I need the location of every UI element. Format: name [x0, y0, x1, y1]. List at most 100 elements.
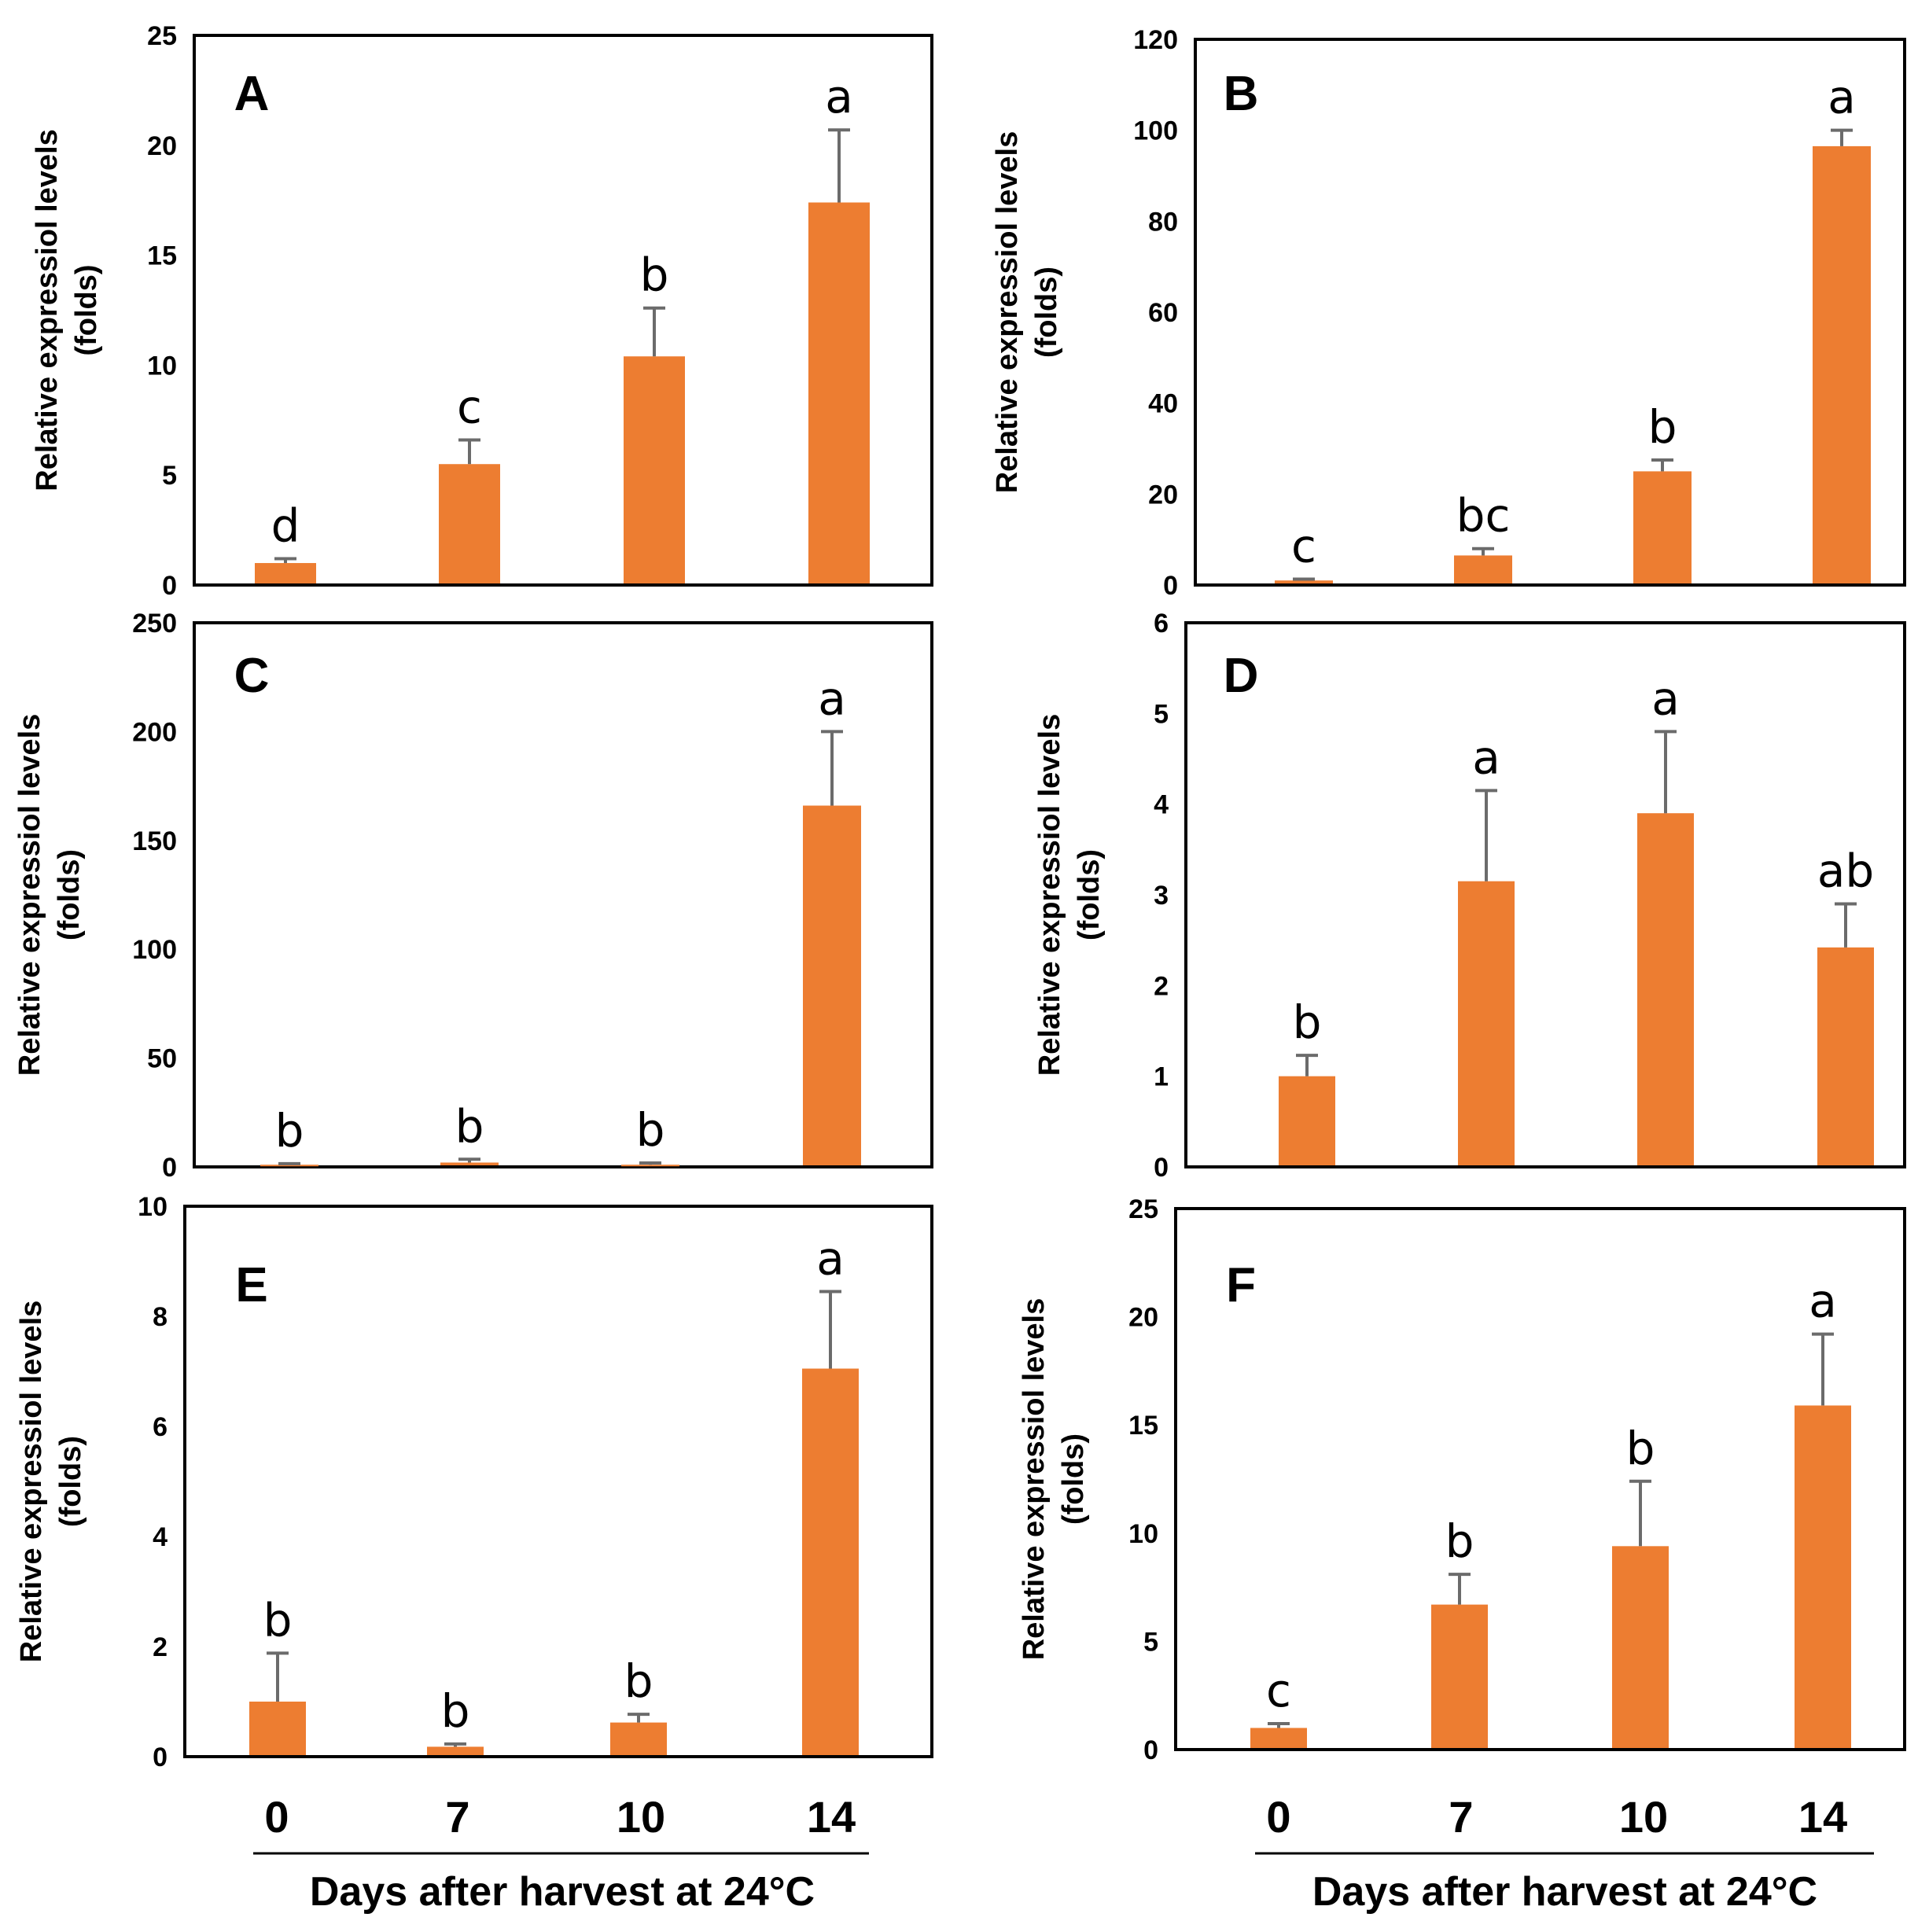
y-axis-label-units: (folds) — [53, 849, 86, 940]
panel-E: 0 2 4 6 8 10 Relative expressiol levels (folds)… — [15, 1192, 933, 1772]
panel-F: 0 5 10 15 20 25 Relative expressiol levels (fol… — [1018, 1194, 1906, 1765]
bar-day-0 — [1275, 580, 1333, 583]
y-tick-label: 0 — [1143, 1735, 1158, 1765]
y-tick-label: 8 — [153, 1302, 167, 1332]
y-tick-label: 0 — [153, 1742, 167, 1772]
bar-day-0 — [255, 563, 316, 583]
significance-letter: c — [1266, 1664, 1291, 1717]
panel-B: 0 20 40 60 80 100 120 Relative expressiol level… — [991, 25, 1906, 601]
y-axis-label: Relative expressiol levels — [1018, 1298, 1051, 1661]
panel-label: B — [1224, 67, 1259, 121]
significance-letter: a — [818, 672, 846, 725]
x-category-right-14: 14 — [1798, 1792, 1847, 1842]
x-category-left-0: 0 — [264, 1792, 289, 1842]
bar-day-7 — [440, 1162, 499, 1165]
bar-day-10 — [1633, 471, 1692, 583]
bar-day-10 — [1612, 1546, 1669, 1748]
panel-label: E — [235, 1258, 267, 1312]
x-axis-title-right: Days after harvest at 24°C — [1312, 1869, 1817, 1915]
y-axis-label: Relative expressiol levels — [13, 714, 46, 1076]
y-axis-label-units: (folds) — [1057, 1433, 1090, 1525]
y-tick-label: 120 — [1133, 25, 1178, 55]
bar-day-10 — [1637, 813, 1694, 1165]
significance-letter: a — [1828, 71, 1856, 124]
y-tick-label: 5 — [1154, 699, 1169, 729]
y-tick-label: 250 — [132, 609, 177, 638]
bar-day-14 — [802, 1368, 859, 1755]
significance-letter: bc — [1456, 489, 1511, 543]
plot-frame — [183, 1205, 933, 1758]
y-tick-label: 100 — [132, 935, 177, 965]
bar-day-0 — [1250, 1728, 1307, 1748]
y-tick-label: 60 — [1148, 298, 1178, 328]
bar-day-14 — [808, 202, 870, 583]
y-tick-label: 0 — [162, 571, 177, 601]
significance-letter: b — [1648, 400, 1677, 454]
y-axis-label: Relative expressiol levels — [31, 129, 64, 491]
y-axis-label: Relative expressiol levels — [1033, 714, 1066, 1076]
significance-letter: a — [825, 70, 853, 123]
y-tick-label: 0 — [162, 1153, 177, 1183]
panel-label: A — [234, 67, 270, 121]
x-category-right-7: 7 — [1449, 1792, 1473, 1842]
bar-day-14 — [1795, 1405, 1851, 1748]
y-axis-label-units: (folds) — [54, 1436, 87, 1527]
significance-letter: b — [455, 1099, 484, 1153]
y-tick-label: 4 — [1154, 790, 1169, 820]
significance-letter: b — [263, 1593, 293, 1647]
x-category-left-10: 10 — [617, 1792, 665, 1842]
y-tick-label: 25 — [147, 21, 177, 51]
y-tick-label: 200 — [132, 717, 177, 747]
y-tick-label: 10 — [138, 1192, 167, 1222]
bar-day-7 — [1454, 555, 1512, 583]
panel-D: 0 1 2 3 4 5 6 Relative expressiol levels (folds)… — [1033, 609, 1906, 1183]
plot-frame — [1174, 1207, 1906, 1751]
bar-day-10 — [610, 1722, 667, 1755]
bar-day-7 — [439, 464, 500, 583]
significance-letter: d — [271, 499, 300, 552]
y-tick-label: 25 — [1128, 1194, 1158, 1224]
significance-letter: b — [1293, 995, 1322, 1049]
significance-letter: b — [636, 1103, 665, 1157]
y-tick-label: 5 — [162, 461, 177, 491]
panel-A: 0 5 10 15 20 25 Relative expressiol levels (fol… — [31, 21, 933, 601]
bar-day-0 — [249, 1702, 306, 1755]
y-axis-label-units: (folds) — [70, 264, 103, 355]
bar-day-7 — [1458, 881, 1515, 1165]
y-tick-label: 1 — [1154, 1062, 1169, 1092]
x-category-right-0: 0 — [1266, 1792, 1290, 1842]
y-tick-label: 20 — [1148, 480, 1178, 510]
bar-day-7 — [1431, 1604, 1488, 1748]
plot-frame — [193, 34, 933, 587]
plot-frame — [1194, 38, 1906, 587]
y-tick-label: 0 — [1154, 1153, 1169, 1183]
y-axis-label-units: (folds) — [1073, 849, 1106, 940]
y-tick-label: 6 — [153, 1412, 167, 1442]
significance-letter: b — [1445, 1514, 1474, 1568]
y-tick-label: 50 — [147, 1044, 177, 1074]
x-axis-footer: 0 7 10 14 Days after harvest at 24°C 0 7… — [253, 1792, 1874, 1915]
y-tick-label: 150 — [132, 826, 177, 856]
plot-frame — [1184, 621, 1906, 1168]
y-tick-label: 15 — [147, 241, 177, 271]
y-axis-label-units: (folds) — [1030, 267, 1063, 358]
x-axis-title-left: Days after harvest at 24°C — [310, 1869, 815, 1915]
bar-day-0 — [260, 1165, 318, 1167]
plot-frame — [193, 621, 933, 1168]
panel-label: D — [1224, 649, 1259, 703]
bar-day-0 — [1279, 1076, 1335, 1165]
y-axis-label: Relative expressiol levels — [991, 131, 1024, 494]
y-tick-label: 5 — [1143, 1627, 1158, 1657]
y-tick-label: 15 — [1128, 1411, 1158, 1441]
panel-label: C — [234, 649, 270, 703]
bar-day-10 — [621, 1165, 679, 1167]
panel-C: 0 50 100 150 200 250 Relative expressiol level… — [13, 609, 933, 1183]
significance-letter: a — [1809, 1275, 1837, 1328]
significance-letter: b — [640, 248, 669, 302]
significance-letter: a — [816, 1232, 845, 1286]
significance-letter: ab — [1817, 845, 1874, 898]
bar-day-14 — [1817, 947, 1874, 1165]
significance-letter: b — [441, 1684, 470, 1738]
